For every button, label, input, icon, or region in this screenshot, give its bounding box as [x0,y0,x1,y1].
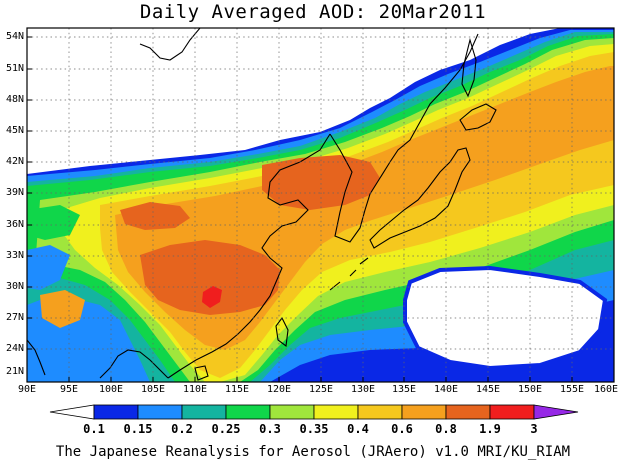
lon-label: 105E [140,384,166,395]
coastline-hainan [194,365,209,381]
colorbar-label: 0.25 [211,422,241,436]
aod-field [27,28,614,382]
colorbar-label: 0.4 [347,422,369,436]
lon-label: 125E [308,384,334,395]
colorbar-swatch-2 [137,404,183,420]
lon-label: 115E [224,384,250,395]
region-blue-ring [403,265,608,371]
lat-label: 54N [5,31,24,42]
lon-label: 145E [475,384,501,395]
colorbar-label: 1.9 [479,422,501,436]
chart-title: Daily Averaged AOD: 20Mar2011 [139,1,487,23]
region-darkorange-west [120,202,190,230]
lat-label: 24N [5,343,24,354]
coastline-vietnam [99,349,169,379]
coastline-taiwan [275,316,289,348]
lat-label: 33N [5,250,24,261]
lat-label: 39N [5,187,24,198]
colorbar [49,404,579,420]
lat-label: 27N [5,312,24,323]
lat-label: 45N [5,125,24,136]
region-clean-north [27,28,430,170]
lon-label: 95E [59,384,79,395]
region-red [202,286,222,308]
coastline-sakhalin [461,37,477,98]
colorbar-swatch-6 [313,404,359,420]
lon-label: 155E [559,384,585,395]
axis-ticks [26,36,615,382]
colorbar-label: 0.8 [435,422,457,436]
credit-text: The Japanese Reanalysis for Aerosol (JRA… [55,444,571,460]
colorbar-swatch-3 [181,404,227,420]
lat-label: 51N [5,63,24,74]
lon-label: 140E [433,384,459,395]
coastline-ryukyu [329,257,369,291]
lat-label: 42N [5,156,24,167]
lon-label: 160E [593,384,619,395]
lon-label: 100E [98,384,124,395]
lat-label: 48N [5,94,24,105]
colorbar-label: 0.15 [123,422,153,436]
colorbar-swatch-1 [93,404,139,420]
lon-label: 130E [350,384,376,395]
lon-label: 120E [266,384,292,395]
colorbar-label: 0.2 [171,422,193,436]
colorbar-swatch-8 [401,404,447,420]
colorbar-swatch-5 [269,404,315,420]
coastline-russia-korea [139,28,479,243]
lat-label: 21N [5,366,24,377]
coastline-hokkaido [459,103,497,131]
lon-label: 90E [17,384,37,395]
colorbar-swatch-11 [533,404,579,420]
colorbar-label: 0.6 [391,422,413,436]
grid [27,28,614,382]
colorbar-label: 3 [530,422,538,436]
lat-label: 30N [5,281,24,292]
coastline-myanmar [27,339,46,376]
region-orange-west [40,290,85,328]
colorbar-swatch-0 [49,404,95,420]
lon-label: 110E [182,384,208,395]
lon-label: 135E [391,384,417,395]
colorbar-swatch-9 [445,404,491,420]
colorbar-label: 0.3 [259,422,281,436]
colorbar-label: 0.35 [299,422,329,436]
region-clean-east [405,268,605,368]
lon-label: 150E [517,384,543,395]
lat-label: 36N [5,219,24,230]
colorbar-swatch-7 [357,404,403,420]
colorbar-swatch-4 [225,404,271,420]
colorbar-swatch-10 [489,404,535,420]
region-darkorange-central [140,240,280,315]
coastlines [27,28,497,381]
colorbar-label: 0.1 [83,422,105,436]
coastline-bohai [167,133,331,379]
region-green-west [27,205,80,240]
